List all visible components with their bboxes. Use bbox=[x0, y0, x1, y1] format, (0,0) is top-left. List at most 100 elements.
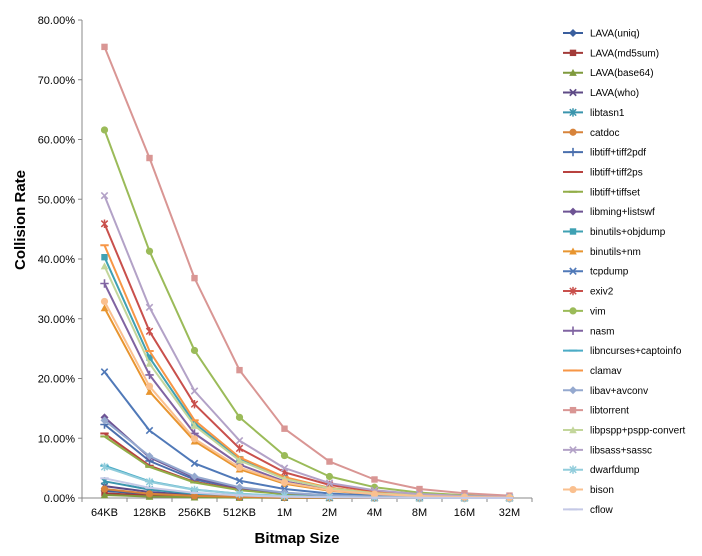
legend: LAVA(uniq) LAVA(md5sum) LAVA(base64) LAVA(w… bbox=[563, 29, 686, 516]
legend-label: LAVA(base64) bbox=[590, 68, 654, 79]
legend-label: cflow bbox=[590, 505, 614, 516]
series-line bbox=[103, 300, 510, 499]
data-point bbox=[145, 387, 154, 395]
legend-label: libming+listswf bbox=[590, 207, 655, 218]
legend-marker bbox=[569, 485, 577, 494]
legend-item: libsass+sassc bbox=[563, 445, 652, 456]
legend-label: libtasn1 bbox=[590, 108, 625, 119]
series-line bbox=[103, 256, 510, 499]
data-point bbox=[325, 479, 334, 487]
legend-marker bbox=[569, 286, 577, 296]
data-point bbox=[100, 191, 109, 200]
data-point bbox=[101, 254, 108, 261]
legend-marker bbox=[569, 426, 577, 434]
x-tick-label: 8M bbox=[412, 507, 427, 519]
legend-label: libtorrent bbox=[590, 406, 629, 417]
legend-marker bbox=[569, 267, 577, 275]
legend-label: exiv2 bbox=[590, 287, 614, 298]
data-point bbox=[145, 247, 154, 255]
data-point bbox=[100, 279, 109, 288]
data-point bbox=[235, 444, 244, 453]
series-15 bbox=[100, 279, 514, 502]
legend-item: libtorrent bbox=[563, 406, 629, 417]
legend-item: libpspp+pspp-convert bbox=[563, 426, 686, 437]
legend-marker bbox=[569, 386, 577, 395]
y-axis-title: Collision Rate bbox=[12, 170, 29, 270]
data-point bbox=[145, 477, 154, 487]
legend-label: libav+avconv bbox=[590, 386, 648, 397]
data-point bbox=[190, 492, 199, 500]
y-tick-label: 40.00% bbox=[38, 254, 76, 266]
y-tick-label: 30.00% bbox=[38, 314, 76, 326]
data-point bbox=[190, 399, 199, 409]
data-point bbox=[145, 303, 154, 312]
series-line bbox=[103, 223, 510, 499]
series-layer bbox=[100, 43, 514, 503]
legend-item: binutils+nm bbox=[563, 247, 641, 258]
data-point bbox=[280, 464, 289, 472]
y-tick-label: 20.00% bbox=[38, 374, 76, 386]
legend-item: exiv2 bbox=[563, 287, 614, 298]
data-point bbox=[325, 472, 334, 481]
legend-marker bbox=[569, 446, 577, 454]
legend-marker bbox=[569, 88, 577, 97]
legend-item: libncurses+captoinfo bbox=[563, 346, 682, 357]
legend-marker bbox=[569, 29, 577, 37]
legend-item: LAVA(who) bbox=[563, 88, 639, 99]
x-tick-label: 4M bbox=[367, 507, 382, 519]
legend-label: LAVA(md5sum) bbox=[590, 48, 659, 59]
data-point bbox=[371, 476, 378, 483]
data-point bbox=[100, 485, 109, 493]
legend-label: libtiff+tiff2pdf bbox=[590, 148, 646, 159]
y-tick-label: 70.00% bbox=[38, 75, 76, 87]
data-point bbox=[235, 456, 244, 464]
x-tick-label: 1M bbox=[277, 507, 292, 519]
legend-item: libtasn1 bbox=[563, 108, 625, 119]
legend-item: LAVA(base64) bbox=[563, 68, 654, 79]
legend-marker bbox=[569, 406, 577, 414]
data-point bbox=[280, 451, 289, 460]
data-point bbox=[100, 462, 109, 472]
legend-label: vim bbox=[590, 306, 606, 317]
legend-item: dwarfdump bbox=[563, 465, 640, 476]
data-point bbox=[235, 413, 244, 421]
data-point bbox=[190, 459, 199, 468]
data-point bbox=[235, 476, 244, 485]
data-point bbox=[100, 491, 109, 499]
legend-item: LAVA(md5sum) bbox=[563, 48, 659, 59]
data-point bbox=[146, 154, 153, 162]
data-point bbox=[190, 472, 199, 481]
y-tick-label: 50.00% bbox=[38, 194, 76, 206]
y-tick-label: 10.00% bbox=[38, 433, 76, 445]
series-21 bbox=[100, 191, 514, 501]
data-point bbox=[370, 490, 379, 498]
legend-item: vim bbox=[563, 306, 606, 317]
legend-item: tcpdump bbox=[563, 267, 629, 278]
legend-label: LAVA(uniq) bbox=[590, 29, 640, 40]
data-point bbox=[190, 387, 199, 395]
data-point bbox=[145, 359, 154, 367]
data-point bbox=[100, 126, 109, 134]
data-point bbox=[236, 366, 243, 374]
legend-label: clamav bbox=[590, 366, 622, 377]
data-point bbox=[145, 370, 154, 380]
series-line bbox=[104, 477, 510, 499]
y-tick-label: 60.00% bbox=[38, 135, 76, 147]
data-point bbox=[235, 483, 244, 492]
legend-item: cflow bbox=[563, 505, 614, 516]
x-tick-label: 64KB bbox=[91, 507, 118, 519]
series-line bbox=[103, 244, 510, 499]
series-line bbox=[103, 195, 510, 498]
x-tick-label: 128KB bbox=[133, 507, 166, 519]
data-point bbox=[280, 478, 289, 487]
x-tick-label: 32M bbox=[499, 507, 520, 519]
series-20 bbox=[100, 262, 514, 501]
legend-marker bbox=[569, 49, 577, 57]
legend-marker bbox=[569, 128, 577, 136]
legend-item: libtiff+tiffset bbox=[563, 187, 640, 198]
x-axis-ticks: 64KB 128KB 256KB 512KB 1M 2M 4M 8M 16M 32M bbox=[81, 498, 533, 519]
data-point bbox=[190, 421, 199, 429]
data-point bbox=[100, 297, 109, 306]
data-point bbox=[235, 436, 244, 445]
